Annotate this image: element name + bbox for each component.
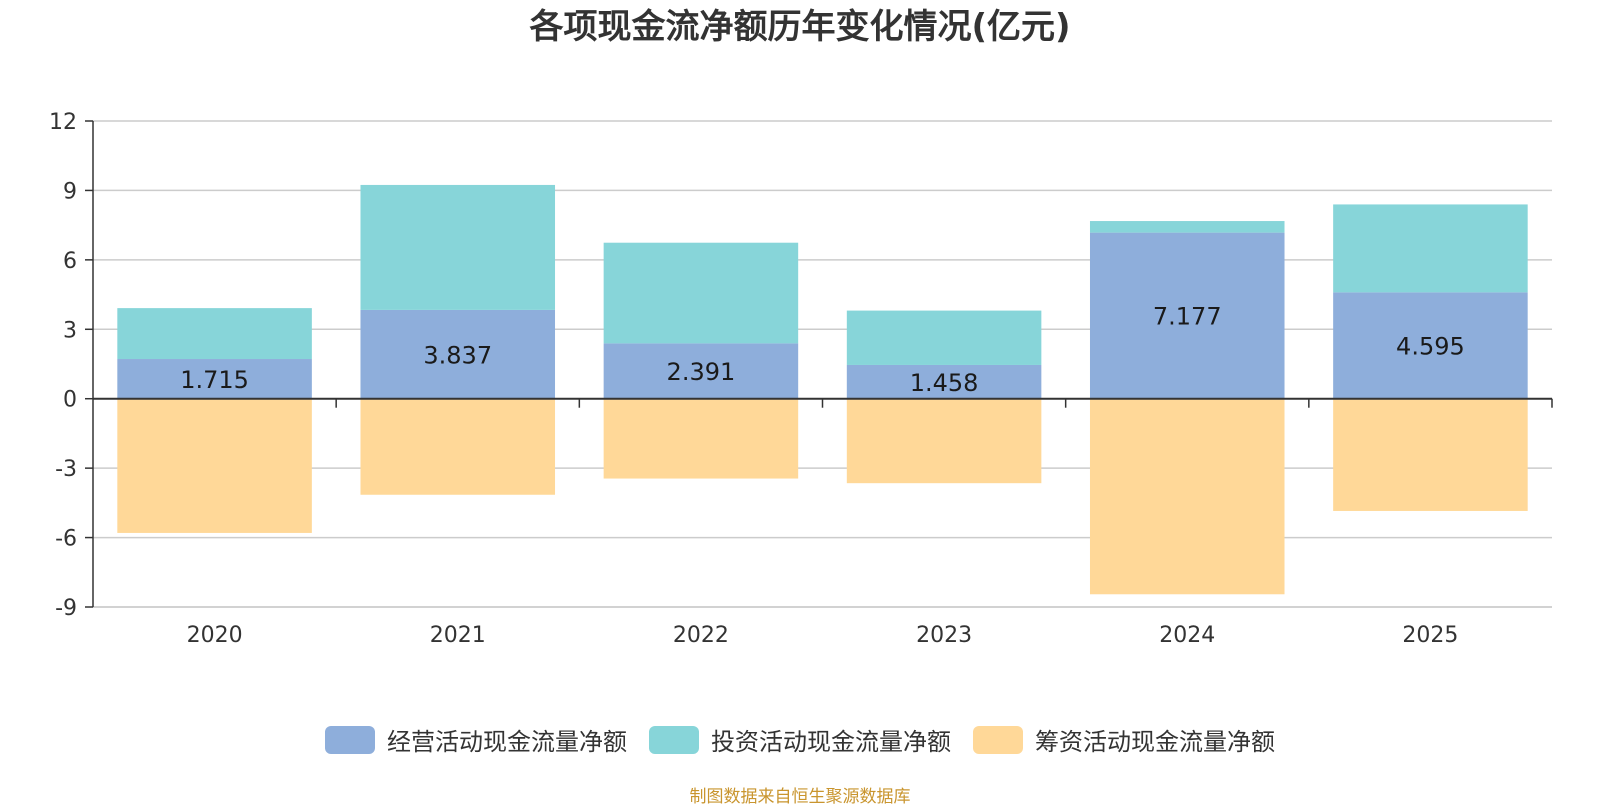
legend-label-operating: 经营活动现金流量净额: [387, 728, 627, 756]
stacked-bar-chart: 12 9 6 3 0 -3 -6 -9 1.715 3.837 2.391 1.458 7.177 4.5…: [49, 110, 1553, 648]
legend-swatch-operating: [325, 725, 375, 754]
y-tick-label: 0: [63, 388, 77, 413]
bar-investing-2025: [1333, 204, 1528, 293]
x-tick-label: 2021: [430, 623, 486, 648]
legend-label-investing: 投资活动现金流量净额: [711, 728, 951, 756]
bar-financing-2025: [1333, 398, 1528, 511]
bar-financing-2023: [846, 398, 1042, 484]
data-label: 2.391: [667, 358, 736, 386]
source-note: 制图数据来自恒生聚源数据库: [689, 787, 911, 807]
bar-operating-2020: [117, 359, 312, 399]
x-tick-label: 2020: [187, 623, 243, 648]
bar-operating-2024: [1089, 232, 1285, 399]
y-tick-label: -3: [55, 457, 77, 482]
bar-financing-2020: [117, 398, 312, 533]
y-tick-label: 3: [63, 318, 77, 343]
bar-operating-2025: [1333, 292, 1528, 399]
bar-financing-2024: [1089, 398, 1285, 595]
bar-operating-2023: [846, 364, 1042, 399]
y-tick-label: 12: [49, 110, 77, 135]
grid-lines: [93, 120, 1552, 608]
y-tick-label: -6: [55, 527, 77, 552]
bar-investing-2020: [117, 308, 312, 360]
x-tick-label: 2025: [1402, 623, 1458, 648]
legend-item-financing[interactable]: 筹资活动现金流量净额: [973, 722, 1275, 757]
bar-operating-2022: [603, 343, 799, 399]
x-tick-label: 2022: [673, 623, 729, 648]
bar-operating-2021: [360, 309, 556, 399]
legend-item-investing[interactable]: 投资活动现金流量净额: [649, 722, 951, 757]
legend: 经营活动现金流量净额 投资活动现金流量净额 筹资活动现金流量净额: [0, 722, 1600, 757]
bar-investing-2021: [360, 184, 556, 310]
data-label: 4.595: [1396, 333, 1465, 361]
axes: [85, 120, 1553, 608]
data-label: 1.715: [180, 366, 249, 394]
chart-title: 各项现金流净额历年变化情况(亿元): [529, 7, 1071, 47]
data-label: 7.177: [1153, 303, 1222, 331]
bar-investing-2022: [603, 242, 799, 344]
x-tick-label: 2024: [1159, 623, 1215, 648]
bars: [117, 184, 1528, 595]
legend-swatch-investing: [649, 725, 699, 754]
bar-investing-2024: [1089, 221, 1285, 233]
legend-swatch-financing: [973, 725, 1023, 754]
bar-financing-2022: [603, 398, 799, 479]
legend-item-operating[interactable]: 经营活动现金流量净额: [325, 722, 627, 757]
data-label: 3.837: [423, 341, 492, 369]
labels: 12 9 6 3 0 -3 -6 -9 1.715 3.837 2.391 1.458 7.177 4.5…: [49, 110, 1465, 648]
y-tick-label: 9: [63, 179, 77, 204]
bar-investing-2023: [846, 310, 1042, 365]
legend-label-financing: 筹资活动现金流量净额: [1035, 728, 1275, 756]
y-tick-label: -9: [55, 596, 77, 621]
y-tick-label: 6: [63, 249, 77, 274]
data-label: 1.458: [910, 369, 979, 397]
x-tick-label: 2023: [916, 623, 972, 648]
bar-financing-2021: [360, 398, 556, 495]
